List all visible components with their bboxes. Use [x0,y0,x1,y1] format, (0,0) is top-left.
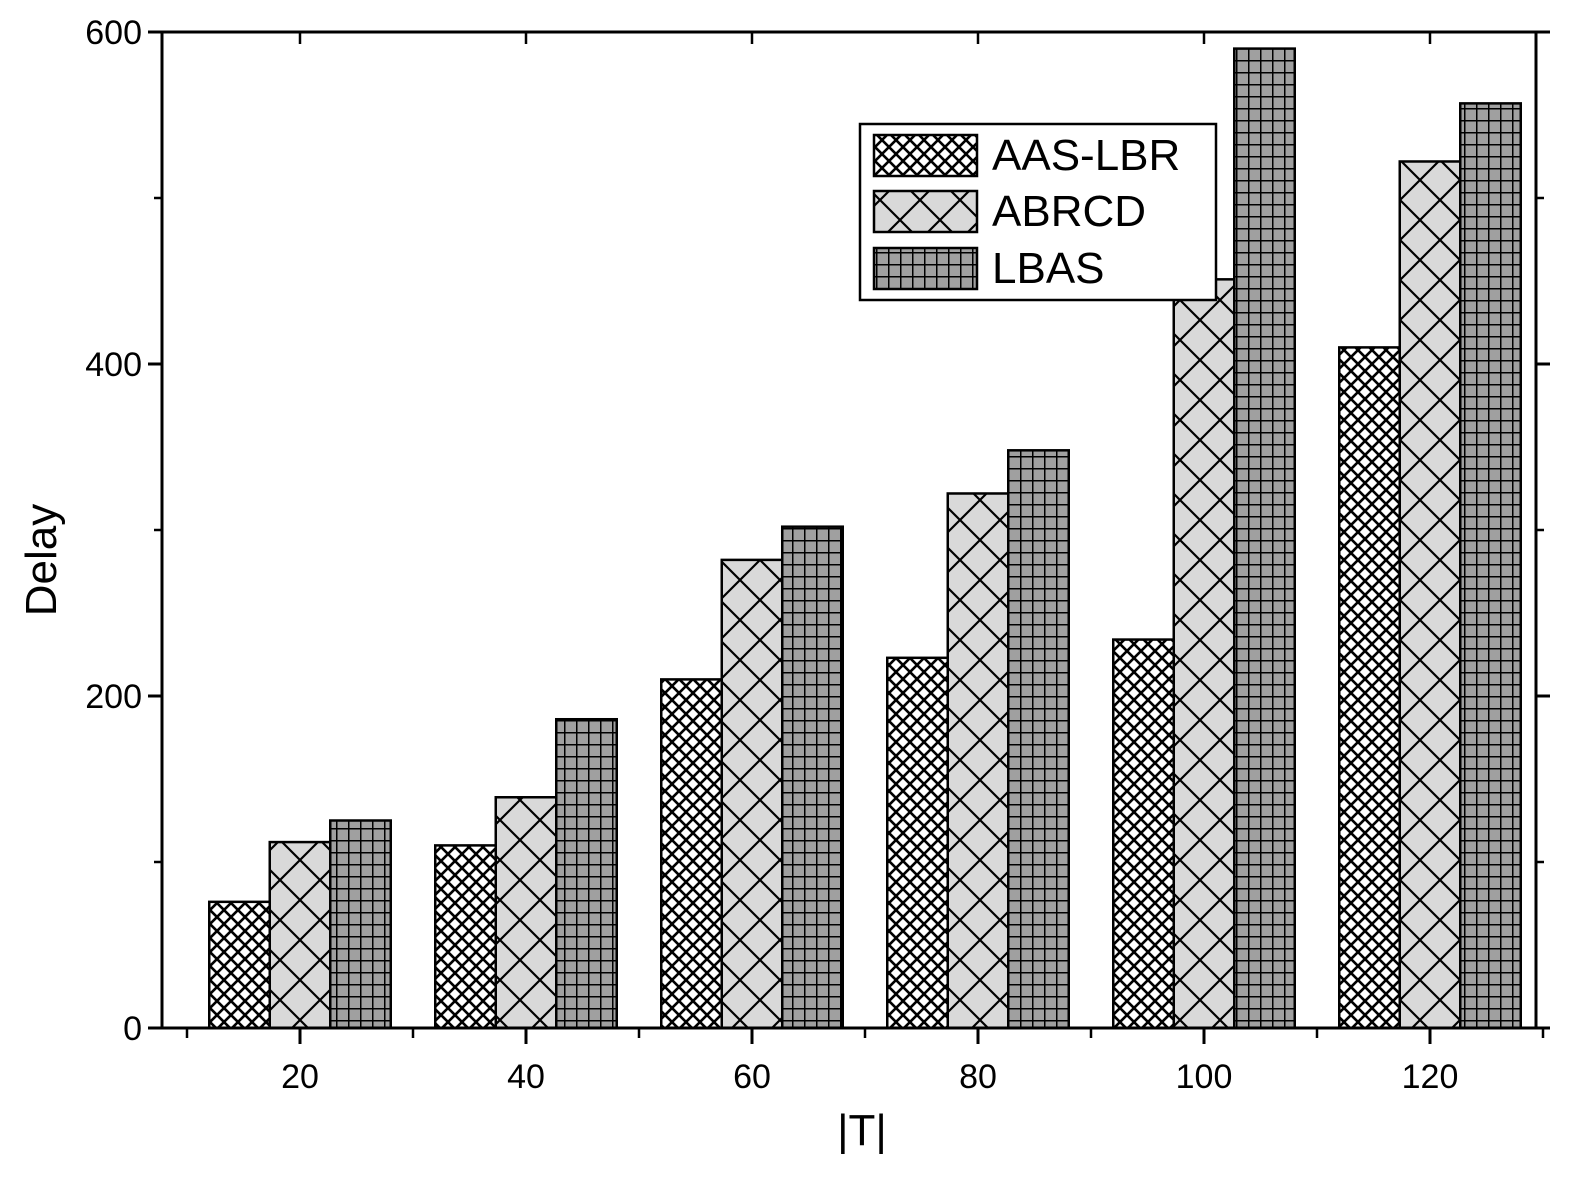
bar-abrcd-120 [1398,160,1462,1030]
x-tick-label-80: 80 [959,1058,997,1096]
x-axis-title: |T| [837,1106,887,1155]
legend-item-abrcd: ABRCD [872,187,1146,236]
legend-item-lbas: LBAS [872,244,1105,293]
bar-lbas-60 [781,525,844,1030]
legend: AAS-LBR ABRCD LBAS [858,122,1218,302]
bar-lbas-120 [1459,102,1522,1030]
y-tick-label-0: 0 [123,1010,142,1048]
bar-aas-lbr-40 [434,844,497,1030]
ticks-layer: 0 200 400 600 20 40 60 80 100 120 [85,14,1550,1096]
x-tick-label-60: 60 [733,1058,771,1096]
x-tick-label-120: 120 [1402,1058,1459,1096]
bar-lbas-20 [329,819,392,1030]
legend-label-abrcd: ABRCD [992,187,1146,236]
legend-swatch-aas-lbr [872,133,979,178]
bar-abrcd-60 [720,558,784,1030]
x-tick-label-20: 20 [281,1058,319,1096]
y-tick-label-200: 200 [85,678,142,716]
bar-lbas-80 [1007,449,1070,1030]
bar-lbas-100 [1233,47,1296,1030]
bar-abrcd-20 [268,840,332,1030]
y-axis-title: Delay [17,504,66,617]
legend-label-aas-lbr: AAS-LBR [992,131,1180,180]
legend-label-lbas: LBAS [992,244,1105,293]
bar-abrcd-80 [946,492,1010,1030]
bar-aas-lbr-80 [886,656,949,1030]
x-tick-label-40: 40 [507,1058,545,1096]
y-tick-label-400: 400 [85,346,142,384]
bar-aas-lbr-100 [1112,638,1175,1030]
y-tick-label-600: 600 [85,14,142,52]
legend-swatch-lbas [872,246,979,291]
bar-abrcd-100 [1172,278,1236,1030]
bar-aas-lbr-120 [1338,346,1401,1030]
bar-aas-lbr-20 [208,900,271,1030]
x-tick-label-100: 100 [1176,1058,1233,1096]
legend-swatch-abrcd [872,189,979,234]
bar-aas-lbr-60 [660,678,723,1030]
bar-abrcd-40 [494,796,558,1030]
bar-lbas-40 [555,717,618,1030]
bars-layer [208,47,1522,1030]
legend-item-aas-lbr: AAS-LBR [872,131,1180,180]
